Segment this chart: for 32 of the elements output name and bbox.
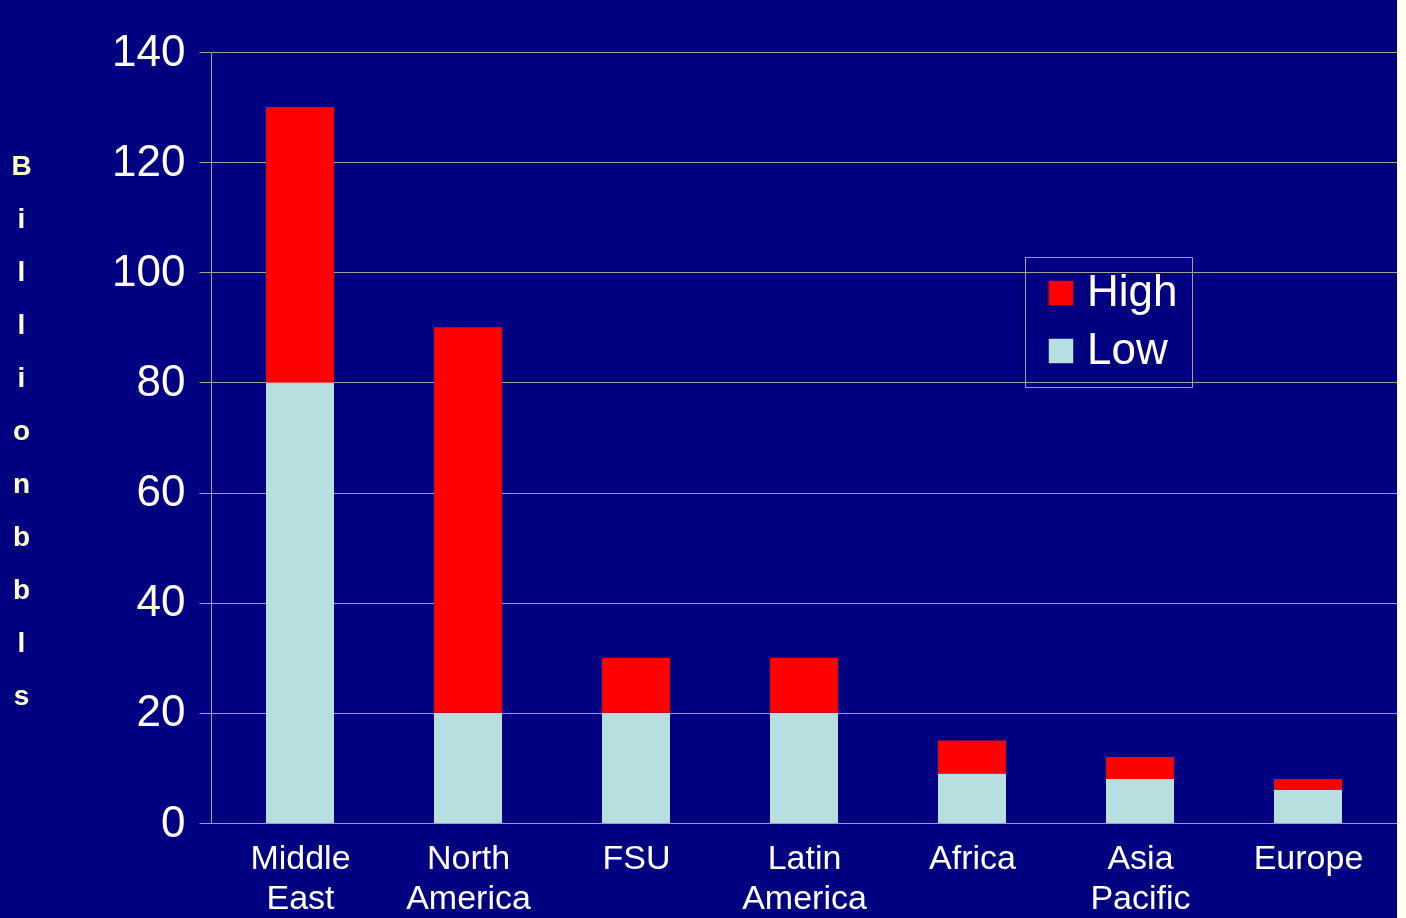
x-tick-label: North America — [406, 837, 531, 916]
x-tick-label: Europe — [1253, 837, 1364, 876]
legend-label: Low — [1087, 324, 1168, 373]
legend-label: High — [1087, 266, 1178, 315]
bar — [266, 107, 334, 383]
y-tick-label: 60 — [136, 466, 186, 516]
y-tick-label: 0 — [161, 796, 186, 846]
bar — [434, 327, 502, 713]
y-tick-label: 80 — [136, 355, 186, 405]
y-tick-label: 40 — [136, 576, 186, 626]
x-tick-label: Middle East — [250, 837, 351, 916]
x-tick-label: Latin America — [742, 837, 867, 916]
bar — [1106, 756, 1174, 779]
y-tick-label: 140 — [112, 25, 186, 75]
x-tick-label: FSU — [602, 837, 671, 876]
bar — [266, 382, 334, 823]
bar — [938, 773, 1006, 823]
text: Billion bbls — [11, 149, 32, 711]
bar — [434, 712, 502, 823]
bar — [1106, 778, 1174, 823]
bar — [602, 657, 670, 713]
x-tick-label: Africa — [929, 837, 1017, 876]
y-tick-label: 120 — [112, 135, 186, 185]
bar — [770, 657, 838, 713]
bar — [1274, 789, 1342, 823]
bar — [602, 712, 670, 823]
bar — [938, 740, 1006, 774]
x-tick-label: Asia Pacific — [1090, 837, 1191, 916]
y-tick-label: 100 — [112, 245, 186, 295]
y-tick-label: 20 — [136, 686, 186, 736]
bar — [770, 712, 838, 823]
bar — [1274, 778, 1342, 790]
